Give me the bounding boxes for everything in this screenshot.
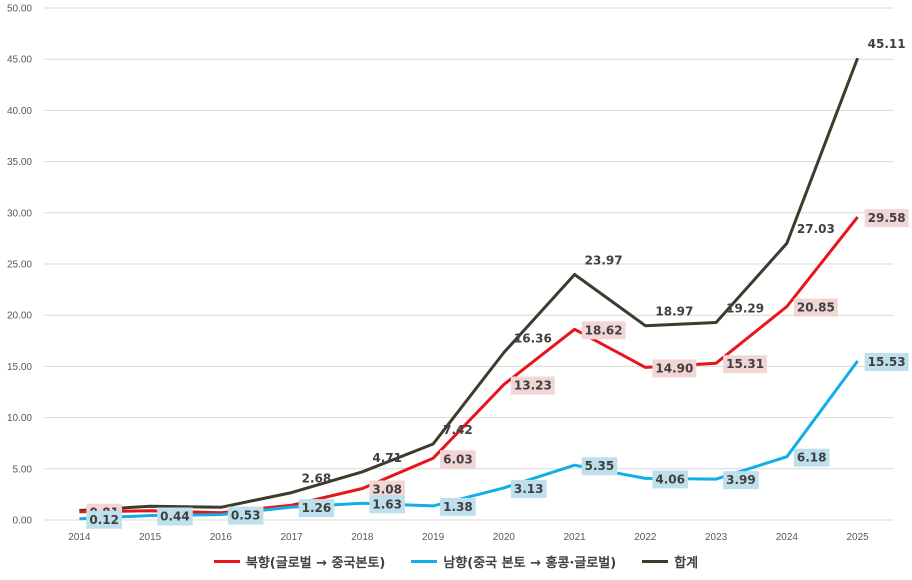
legend-swatch <box>213 560 240 563</box>
y-tick-label: 45.00 <box>7 55 32 66</box>
series-line-0 <box>79 216 859 515</box>
data-label: 27.03 <box>797 222 835 236</box>
y-tick-label: 0.00 <box>13 516 33 527</box>
legend-item: 합계 <box>642 552 698 571</box>
data-label-bg <box>86 510 122 529</box>
data-label-bg <box>369 495 405 514</box>
gridlines <box>44 7 893 521</box>
data-label-bg <box>652 470 688 489</box>
legend-label: 남향(중국 본토 → 홍콩·글로벌) <box>443 556 617 571</box>
data-label: 6.03 <box>443 452 473 466</box>
data-label-bg <box>793 298 838 317</box>
data-label: 16.36 <box>514 331 552 345</box>
data-label: 0.53 <box>231 509 261 523</box>
x-tick-label: 2024 <box>776 532 799 543</box>
data-label: 4.71 <box>372 451 402 465</box>
y-tick-label: 50.00 <box>7 4 32 15</box>
data-label: 3.99 <box>726 473 756 487</box>
data-label-bg <box>864 352 909 371</box>
x-tick-label: 2025 <box>847 532 870 543</box>
data-labels: 0.813.086.0313.2318.6214.9015.3120.8529.… <box>86 37 909 529</box>
data-label: 45.11 <box>868 37 906 51</box>
data-label-bg <box>369 480 405 499</box>
data-label: 1.63 <box>372 497 402 511</box>
data-label-bg <box>510 376 555 395</box>
data-label: 1.26 <box>302 501 332 515</box>
y-tick-label: 30.00 <box>7 208 32 219</box>
x-tick-label: 2021 <box>564 532 587 543</box>
y-tick-label: 5.00 <box>13 464 33 475</box>
data-label: 14.90 <box>655 361 693 375</box>
x-tick-label: 2016 <box>210 532 233 543</box>
data-label: 1.38 <box>443 500 473 514</box>
data-label-bg <box>440 497 476 516</box>
x-tick-label: 2018 <box>351 532 374 543</box>
x-tick-label: 2022 <box>634 532 657 543</box>
data-label: 13.23 <box>514 379 552 393</box>
data-label: 7.42 <box>443 423 473 437</box>
data-label: 15.31 <box>726 357 764 371</box>
data-label: 18.62 <box>585 323 623 337</box>
y-tick-label: 10.00 <box>7 413 32 424</box>
y-tick-label: 20.00 <box>7 311 32 322</box>
y-tick-label: 15.00 <box>7 362 32 373</box>
legend-swatch <box>411 560 438 563</box>
data-label-bg <box>510 479 547 498</box>
legend-label: 합계 <box>674 556 699 571</box>
data-label: 5.35 <box>585 459 615 473</box>
data-label-bg <box>723 355 768 374</box>
data-label-bg <box>440 450 476 469</box>
x-tick-label: 2017 <box>281 532 304 543</box>
data-label: 15.53 <box>868 355 906 369</box>
series-line-2 <box>79 57 860 512</box>
data-label-bg <box>581 457 618 476</box>
data-label: 19.29 <box>726 301 764 315</box>
x-tick-label: 2015 <box>139 532 162 543</box>
data-label: 20.85 <box>797 300 835 314</box>
data-label: 4.06 <box>655 472 685 486</box>
data-label: 18.97 <box>655 305 693 319</box>
legend-item: 북향(글로벌 → 중국본토) <box>213 552 386 571</box>
series-line-1 <box>79 360 859 521</box>
data-label-bg <box>793 448 830 467</box>
data-label-bg <box>581 321 626 340</box>
data-label-bg <box>227 506 264 525</box>
y-axis-ticks: 0.00 5.00 10.00 15.00 20.00 25.00 30.00 35.00 40… <box>7 4 32 527</box>
legend-label: 북향(글로벌 → 중국본토) <box>245 556 386 571</box>
data-label-bg <box>157 507 193 526</box>
data-label: 3.08 <box>372 482 402 496</box>
x-axis-ticks: 2014 2015 2016 2017 2018 2019 2020 2021 2022 2023… <box>68 532 869 543</box>
data-label: 0.12 <box>89 513 119 527</box>
legend-swatch <box>642 560 669 563</box>
x-tick-label: 2014 <box>68 532 91 543</box>
x-tick-label: 2019 <box>422 532 445 543</box>
data-label: 29.58 <box>868 211 906 225</box>
data-label-bg <box>298 499 335 518</box>
data-label: 0.44 <box>160 509 190 523</box>
data-label: 6.18 <box>797 451 827 465</box>
data-label: 3.13 <box>514 482 544 496</box>
x-tick-label: 2023 <box>705 532 728 543</box>
x-tick-label: 2020 <box>493 532 516 543</box>
data-label: 23.97 <box>585 254 623 268</box>
y-tick-label: 25.00 <box>7 260 32 271</box>
data-label-bg <box>723 471 759 490</box>
chart-legend: 북향(글로벌 → 중국본토) 남향(중국 본토 → 홍콩·글로벌) 합계 <box>0 552 912 571</box>
data-label-bg <box>652 359 697 378</box>
data-label-bg <box>864 209 909 228</box>
data-label: 2.68 <box>302 472 332 486</box>
y-tick-label: 40.00 <box>7 106 32 117</box>
y-tick-label: 35.00 <box>7 157 32 168</box>
legend-item: 남향(중국 본토 → 홍콩·글로벌) <box>411 552 616 571</box>
